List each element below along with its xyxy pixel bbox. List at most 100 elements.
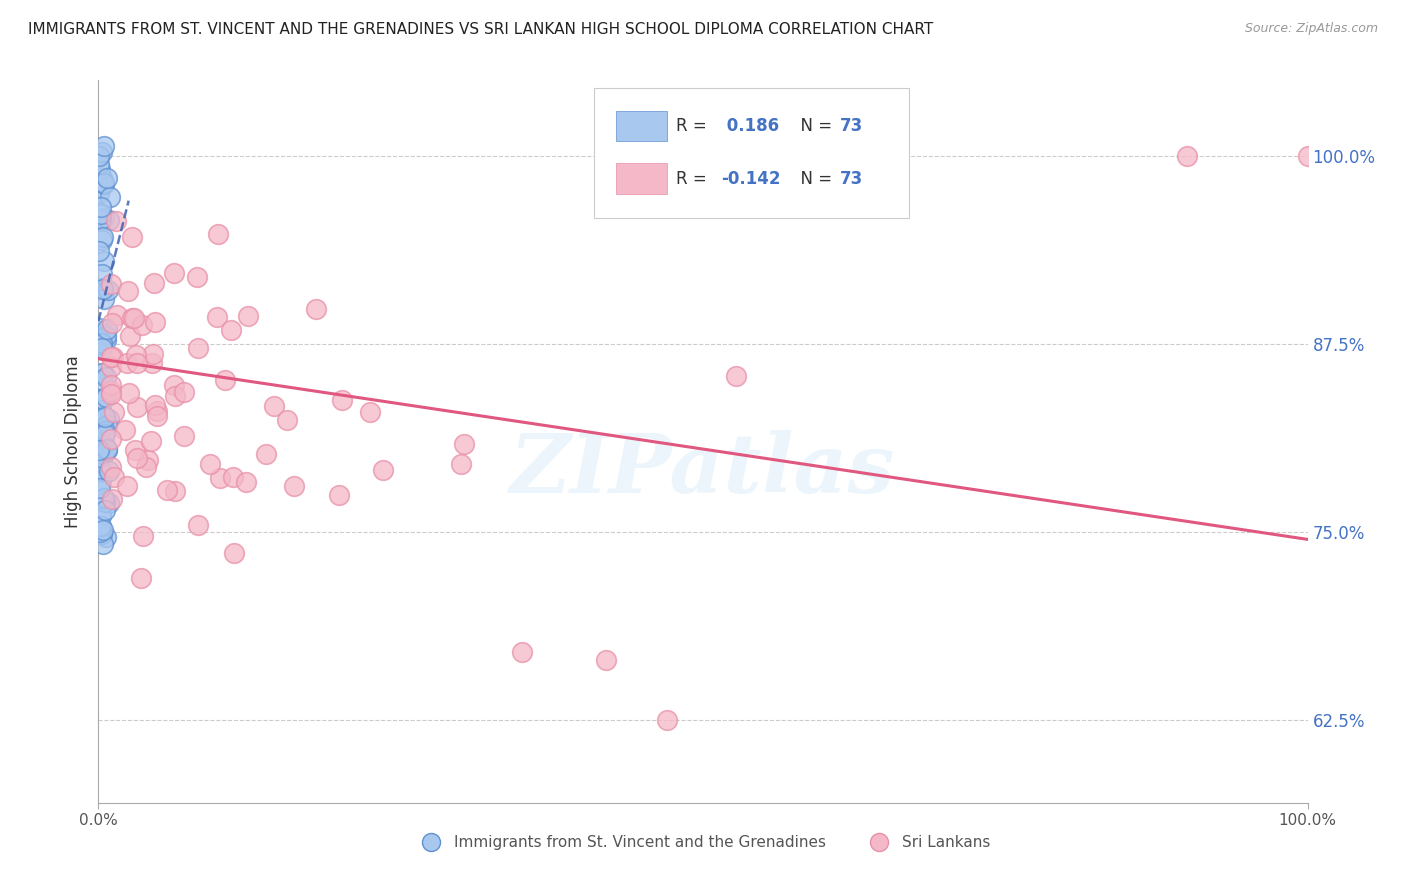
Point xyxy=(90,201,112,215)
Point xyxy=(90,171,112,186)
Point xyxy=(96,322,118,336)
Point xyxy=(90,519,112,533)
Point xyxy=(91,524,114,538)
Point xyxy=(94,530,117,544)
FancyBboxPatch shape xyxy=(616,163,666,194)
Point xyxy=(105,308,128,322)
Point xyxy=(91,145,114,159)
Point xyxy=(127,356,149,370)
Point xyxy=(118,386,141,401)
Point xyxy=(97,283,120,297)
Point xyxy=(121,229,143,244)
Point xyxy=(94,333,117,347)
Text: N =: N = xyxy=(790,117,838,135)
Point xyxy=(115,356,138,370)
Text: 0.186: 0.186 xyxy=(721,117,779,135)
Point xyxy=(100,359,122,374)
Point xyxy=(145,315,167,329)
Point xyxy=(120,329,142,343)
Point xyxy=(96,370,118,384)
Point xyxy=(1175,148,1198,162)
Point xyxy=(101,350,124,364)
Point xyxy=(100,277,122,291)
Point xyxy=(330,392,353,407)
Point xyxy=(725,368,748,383)
Point xyxy=(100,384,122,398)
Point xyxy=(87,320,110,334)
Point xyxy=(87,186,110,200)
Text: 73: 73 xyxy=(839,169,863,187)
Point xyxy=(97,213,120,227)
Point xyxy=(328,488,350,502)
Point xyxy=(143,398,166,412)
Point xyxy=(91,341,114,355)
Point xyxy=(873,148,896,162)
Point xyxy=(91,392,114,406)
Point xyxy=(129,571,152,585)
Point xyxy=(453,436,475,450)
Point xyxy=(163,483,186,498)
Text: -0.142: -0.142 xyxy=(721,169,780,187)
Point xyxy=(89,283,111,297)
Point xyxy=(90,207,112,221)
Y-axis label: High School Diploma: High School Diploma xyxy=(65,355,83,528)
Point xyxy=(96,442,118,456)
Text: 73: 73 xyxy=(839,117,863,135)
Point xyxy=(371,463,394,477)
Point xyxy=(98,190,121,204)
Point xyxy=(90,373,112,387)
Point xyxy=(103,469,125,483)
Point xyxy=(89,524,111,539)
Point xyxy=(87,244,110,258)
Point xyxy=(93,503,115,517)
Point xyxy=(1296,148,1319,162)
Text: R =: R = xyxy=(676,169,713,187)
Point xyxy=(93,292,115,306)
Point xyxy=(96,391,118,405)
Point xyxy=(305,302,328,317)
Point xyxy=(91,282,114,296)
Point xyxy=(146,409,169,424)
Point xyxy=(93,491,115,506)
Point xyxy=(91,366,114,380)
Point xyxy=(163,388,186,402)
Point xyxy=(450,457,472,471)
Point xyxy=(87,149,110,163)
Point xyxy=(94,426,117,441)
Point xyxy=(97,496,120,510)
Point xyxy=(89,422,111,436)
Point xyxy=(101,316,124,330)
Text: ZIPatlas: ZIPatlas xyxy=(510,431,896,510)
Point xyxy=(124,443,146,458)
Point xyxy=(115,478,138,492)
Point xyxy=(103,405,125,419)
Point xyxy=(135,460,157,475)
Point xyxy=(100,459,122,474)
Point xyxy=(93,447,115,461)
Point xyxy=(89,162,111,177)
Point xyxy=(94,439,117,453)
Point xyxy=(90,437,112,451)
Point xyxy=(90,338,112,352)
Point xyxy=(89,481,111,495)
Point xyxy=(93,495,115,509)
Point xyxy=(238,310,260,324)
Point xyxy=(359,405,381,419)
Point xyxy=(114,424,136,438)
Point xyxy=(163,266,186,280)
Point xyxy=(93,424,115,438)
Point xyxy=(93,254,115,268)
Point xyxy=(100,433,122,447)
Point xyxy=(93,176,115,190)
FancyBboxPatch shape xyxy=(616,111,666,141)
Point xyxy=(254,447,277,461)
FancyBboxPatch shape xyxy=(595,87,908,218)
Point xyxy=(222,546,245,560)
Point xyxy=(91,527,114,541)
Point xyxy=(136,453,159,467)
Point xyxy=(89,508,111,523)
Point xyxy=(131,529,153,543)
Point xyxy=(198,458,221,472)
Point xyxy=(101,492,124,507)
Point xyxy=(214,373,236,387)
